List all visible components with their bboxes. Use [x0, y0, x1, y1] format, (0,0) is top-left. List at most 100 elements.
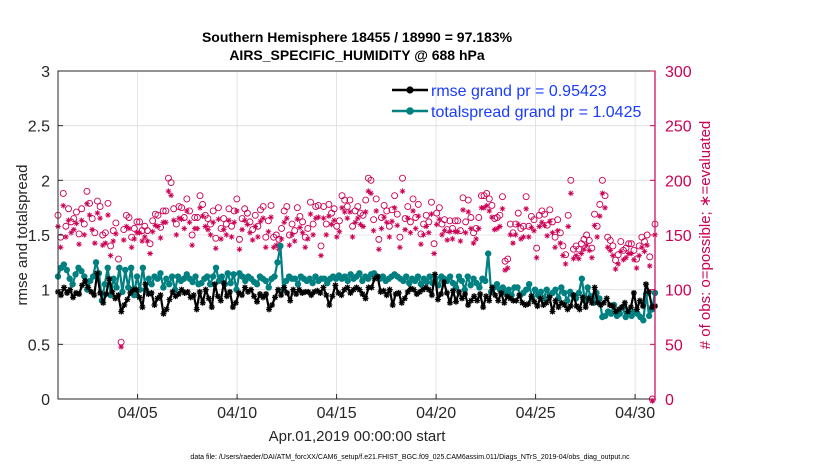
obs-evaluated-marker	[339, 205, 345, 211]
obs-possible-marker	[349, 222, 357, 230]
rmse-point	[127, 289, 134, 296]
totalspread-point	[92, 259, 100, 266]
obs-evaluated-marker	[355, 215, 361, 221]
y-right-tick-label: 0	[665, 392, 674, 409]
obs-evaluated-marker	[328, 221, 335, 228]
obs-evaluated-marker	[68, 229, 74, 236]
obs-possible-marker	[193, 214, 201, 221]
obs-evaluated-marker	[594, 234, 600, 240]
x-tick-label: 04/30	[615, 405, 655, 422]
obs-evaluated-marker	[404, 215, 411, 221]
obs-possible-marker	[83, 187, 91, 195]
obs-evaluated-marker	[265, 228, 272, 235]
rmse-point	[202, 286, 209, 293]
obs-evaluated-marker	[333, 234, 340, 240]
rmse-point	[443, 289, 450, 296]
rmse-point	[118, 308, 125, 315]
rmse-point	[287, 297, 294, 304]
obs-evaluated-marker	[389, 218, 395, 225]
obs-evaluated-marker	[447, 228, 453, 235]
obs-possible-marker	[456, 227, 464, 235]
rmse-point	[437, 291, 444, 298]
rmse-point	[368, 284, 375, 291]
obs-evaluated-marker	[113, 230, 119, 237]
rmse-point	[323, 292, 330, 299]
rmse-point	[582, 304, 589, 311]
totalspread-point	[525, 281, 533, 288]
obs-evaluated-marker	[297, 224, 303, 231]
rmse-point	[178, 286, 185, 293]
rmse-point	[594, 299, 601, 306]
chart-title-line2: AIRS_SPECIFIC_HUMIDITY @ 688 hPa	[229, 47, 485, 63]
obs-evaluated-marker	[431, 250, 437, 257]
rmse-point	[419, 286, 426, 293]
rmse-point	[250, 293, 257, 300]
totalspread-point	[160, 284, 167, 291]
rmse-point	[359, 291, 366, 298]
rmse-point	[525, 300, 532, 307]
rmse-point	[317, 289, 324, 296]
rmse-point	[58, 292, 65, 299]
totalspread-point	[145, 275, 152, 282]
obs-evaluated-marker	[99, 242, 106, 248]
obs-evaluated-marker	[491, 226, 498, 233]
obs-possible-marker	[254, 222, 262, 230]
rmse-point	[537, 295, 544, 302]
rmse-point	[471, 293, 478, 300]
obs-possible-marker	[393, 210, 401, 218]
obs-possible-marker	[136, 218, 143, 226]
obs-evaluated-marker	[94, 210, 101, 216]
obs-possible-marker	[299, 218, 307, 226]
totalspread-point	[66, 275, 73, 282]
rmse-point	[621, 299, 628, 306]
rmse-point	[630, 289, 637, 296]
obs-evaluated-marker	[202, 223, 209, 230]
obs-possible-marker	[546, 206, 554, 214]
obs-evaluated-marker	[228, 234, 235, 240]
obs-evaluated-marker	[394, 222, 401, 229]
rmse-point	[386, 286, 393, 293]
rmse-point	[344, 284, 351, 291]
rmse-point	[615, 306, 622, 313]
series-layer	[54, 242, 659, 324]
obs-evaluated-marker	[636, 252, 643, 259]
obs-evaluated-marker	[170, 217, 177, 224]
obs-possible-marker	[625, 240, 633, 248]
obs-evaluated-marker	[397, 244, 403, 251]
rmse-point	[365, 284, 372, 291]
obs-possible-marker	[241, 205, 249, 213]
obs-evaluated-marker	[110, 238, 117, 244]
totalspread-point	[467, 282, 474, 289]
totalspread-point	[116, 264, 123, 271]
obs-possible-marker	[162, 207, 170, 215]
rmse-point	[374, 273, 381, 280]
totalspread-point	[265, 284, 272, 291]
obs-evaluated-marker	[531, 227, 537, 234]
obs-evaluated-marker	[504, 265, 511, 271]
obs-evaluated-marker	[433, 221, 440, 228]
obs-possible-marker	[446, 217, 454, 225]
rmse-point	[175, 291, 182, 298]
obs-evaluated-marker	[152, 222, 159, 229]
obs-possible-marker	[262, 233, 270, 241]
obs-evaluated-marker	[131, 236, 138, 242]
totalspread-point	[294, 281, 302, 288]
obs-evaluated-marker	[465, 209, 472, 215]
obs-evaluated-marker	[386, 234, 393, 240]
obs-possible-marker	[504, 255, 512, 263]
rmse-point	[109, 288, 116, 295]
obs-evaluated-marker	[515, 221, 522, 228]
obs-possible-marker	[133, 218, 141, 226]
rmse-point	[347, 289, 354, 296]
rmse-point	[311, 288, 318, 295]
obs-evaluated-marker	[97, 215, 103, 221]
obs-evaluated-marker	[586, 247, 593, 254]
rmse-point	[504, 293, 511, 300]
obs-evaluated-marker	[92, 240, 98, 246]
obs-possible-marker	[612, 256, 620, 264]
rmse-point	[410, 286, 417, 293]
obs-evaluated-marker	[481, 205, 487, 211]
y-left-tick-label: 2	[41, 173, 50, 190]
obs-possible-marker	[59, 190, 67, 197]
rmse-point	[413, 291, 420, 298]
